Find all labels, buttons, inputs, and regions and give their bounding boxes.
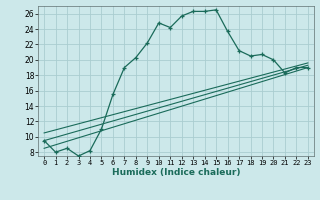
X-axis label: Humidex (Indice chaleur): Humidex (Indice chaleur) — [112, 168, 240, 177]
